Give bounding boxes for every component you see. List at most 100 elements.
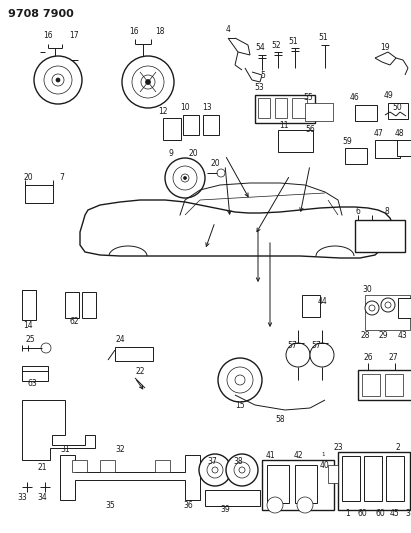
- Text: 17: 17: [69, 31, 79, 41]
- Bar: [155, 460, 170, 472]
- Circle shape: [212, 467, 218, 473]
- Text: 2: 2: [396, 442, 400, 451]
- Text: 1: 1: [346, 510, 350, 519]
- Text: 5: 5: [261, 70, 266, 79]
- Circle shape: [165, 158, 205, 198]
- Bar: [355, 220, 405, 252]
- Text: 59: 59: [342, 136, 352, 146]
- Text: 54: 54: [255, 44, 265, 52]
- Text: 22: 22: [135, 367, 145, 376]
- Text: 47: 47: [373, 128, 383, 138]
- Text: 39: 39: [220, 505, 230, 514]
- Text: 21: 21: [37, 464, 47, 472]
- Text: 26: 26: [363, 353, 373, 362]
- Bar: [278, 130, 313, 152]
- Text: 8: 8: [385, 207, 389, 216]
- Text: 15: 15: [235, 400, 245, 409]
- Circle shape: [310, 343, 334, 367]
- Text: 50: 50: [392, 102, 402, 111]
- Circle shape: [297, 497, 313, 513]
- Polygon shape: [60, 455, 200, 500]
- Polygon shape: [80, 200, 393, 258]
- Circle shape: [34, 56, 82, 104]
- Bar: [258, 98, 270, 118]
- Circle shape: [56, 78, 60, 82]
- Text: 41: 41: [265, 450, 275, 459]
- Bar: [115, 347, 153, 361]
- Circle shape: [218, 358, 262, 402]
- Circle shape: [173, 166, 197, 190]
- Text: 57: 57: [311, 341, 321, 350]
- Bar: [385, 374, 403, 396]
- Text: 6: 6: [356, 207, 360, 216]
- Text: 16: 16: [129, 28, 139, 36]
- Text: 37: 37: [207, 457, 217, 466]
- Text: 3: 3: [406, 510, 411, 519]
- Bar: [255, 95, 315, 123]
- Bar: [355, 105, 377, 121]
- Bar: [262, 460, 334, 510]
- Text: 46: 46: [350, 93, 360, 102]
- Circle shape: [207, 462, 223, 478]
- Bar: [22, 366, 48, 381]
- Bar: [275, 98, 287, 118]
- Bar: [362, 374, 380, 396]
- Bar: [292, 98, 307, 118]
- Circle shape: [234, 462, 250, 478]
- Bar: [183, 115, 199, 135]
- Circle shape: [199, 454, 231, 486]
- Text: 24: 24: [115, 335, 125, 344]
- Text: 51: 51: [318, 33, 328, 42]
- Circle shape: [122, 56, 174, 108]
- Text: 20: 20: [210, 158, 220, 167]
- Circle shape: [369, 305, 375, 311]
- Text: 32: 32: [115, 446, 125, 455]
- Circle shape: [52, 74, 64, 86]
- Bar: [338, 452, 410, 510]
- Circle shape: [41, 343, 51, 353]
- Text: 38: 38: [233, 457, 243, 466]
- Text: 30: 30: [362, 286, 372, 295]
- Text: 57: 57: [287, 341, 297, 350]
- Bar: [72, 460, 87, 472]
- Text: 36: 36: [183, 500, 193, 510]
- Bar: [295, 465, 317, 503]
- Bar: [358, 370, 411, 400]
- Circle shape: [181, 174, 189, 182]
- Circle shape: [132, 66, 164, 98]
- Bar: [267, 465, 289, 503]
- Circle shape: [217, 169, 225, 177]
- Text: 34: 34: [37, 494, 47, 503]
- Text: 12: 12: [158, 108, 168, 117]
- Text: 23: 23: [333, 442, 343, 451]
- Text: 35: 35: [105, 500, 115, 510]
- Circle shape: [141, 75, 155, 89]
- Bar: [203, 115, 219, 135]
- Circle shape: [385, 302, 391, 308]
- Text: 18: 18: [155, 28, 165, 36]
- Text: 13: 13: [202, 103, 212, 112]
- Text: 49: 49: [383, 92, 393, 101]
- Text: 9708 7900: 9708 7900: [8, 9, 74, 19]
- Text: 45: 45: [390, 510, 400, 519]
- Text: 27: 27: [388, 353, 398, 362]
- Text: 14: 14: [23, 320, 33, 329]
- Text: 60: 60: [357, 510, 367, 519]
- Text: 16: 16: [43, 31, 53, 41]
- Circle shape: [267, 497, 283, 513]
- Circle shape: [183, 176, 187, 180]
- Bar: [398, 298, 411, 318]
- Text: 55: 55: [303, 93, 313, 102]
- Bar: [386, 456, 404, 501]
- Text: 60: 60: [375, 510, 385, 519]
- Text: 9: 9: [169, 149, 173, 157]
- Text: 31: 31: [60, 446, 70, 455]
- Text: 58: 58: [275, 416, 285, 424]
- Text: 51: 51: [288, 36, 298, 45]
- Text: 48: 48: [394, 128, 404, 138]
- Circle shape: [227, 367, 253, 393]
- Bar: [364, 456, 382, 501]
- Circle shape: [239, 467, 245, 473]
- Circle shape: [226, 454, 258, 486]
- Bar: [82, 292, 96, 318]
